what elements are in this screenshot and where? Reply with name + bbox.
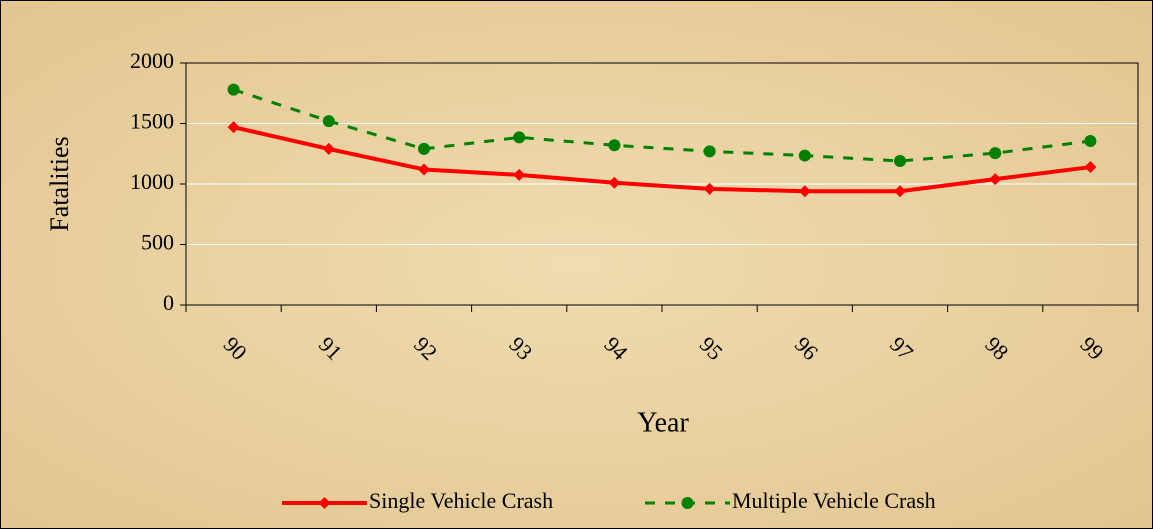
y-tick-label: 1500 [130,109,174,134]
data-point [322,142,335,155]
data-point [798,185,811,198]
legend-marker [681,497,694,509]
data-point [418,142,430,155]
data-point [418,163,430,176]
data-point [989,173,1002,186]
data-point [1084,135,1097,148]
series-line [233,88,1091,163]
y-tick-label: 500 [141,230,174,255]
data-point [513,131,526,144]
data-point [227,83,240,96]
data-point [894,155,906,168]
data-point [1084,161,1097,174]
data-point [322,115,335,128]
data-point [894,185,906,198]
legend-label: Single Vehicle Crash [369,488,553,513]
x-axis-title: Year [637,407,689,438]
legend-label: Multiple Vehicle Crash [732,488,936,513]
data-point [703,182,716,195]
data-point [703,145,716,158]
data-point [608,176,621,189]
y-tick-label: 0 [163,290,174,315]
y-tick-label: 2000 [130,48,174,73]
series-line [233,125,1091,194]
legend-marker [318,497,331,509]
y-axis-title: Fatalities [45,136,74,231]
y-tick-label: 1000 [130,169,174,194]
data-point [989,147,1002,160]
data-point [513,168,526,181]
data-point [608,139,621,152]
data-point [227,121,240,134]
data-point [798,149,811,162]
